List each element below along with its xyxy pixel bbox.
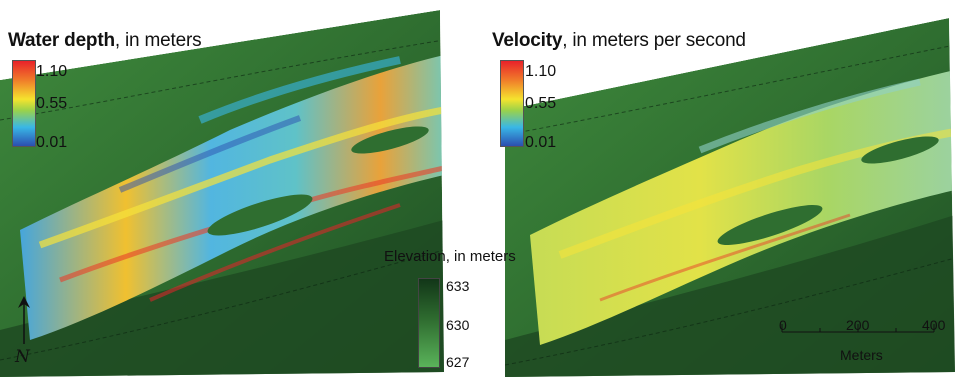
velocity-title-bold: Velocity <box>492 30 563 51</box>
scale-tick-200: 200 <box>846 317 870 333</box>
scale-bar <box>778 318 938 358</box>
elevation-color-ramp <box>418 278 440 368</box>
velocity-title-rest: , in meters per second <box>562 30 746 51</box>
north-arrow-icon <box>18 296 30 344</box>
velocity-tick-mid: 0.55 <box>525 95 557 112</box>
water-depth-tick-low: 0.01 <box>36 134 68 151</box>
velocity-legend-title: Velocity, in meters per second <box>492 30 746 52</box>
water-depth-legend-title: Water depth, in meters <box>8 30 202 52</box>
elevation-tick-high: 633 <box>446 278 470 294</box>
water-depth-map <box>0 10 444 377</box>
velocity-map <box>505 18 955 377</box>
north-arrow: N <box>12 296 36 366</box>
elevation-legend-title: Elevation, in meters <box>384 248 516 265</box>
velocity-color-ramp <box>500 60 524 147</box>
water-depth-tick-high: 1.10 <box>36 63 68 80</box>
scale-bar-graphic <box>781 324 935 333</box>
scale-units: Meters <box>840 347 883 363</box>
elevation-tick-mid: 630 <box>446 317 470 333</box>
elevation-tick-low: 627 <box>446 354 470 370</box>
north-arrow-label: N <box>15 347 30 367</box>
water-depth-tick-mid: 0.55 <box>36 95 68 112</box>
scale-tick-0: 0 <box>779 317 787 333</box>
water-depth-title-bold: Water depth <box>8 30 115 51</box>
water-depth-title-rest: , in meters <box>114 30 202 51</box>
water-depth-color-ramp <box>12 60 36 147</box>
velocity-tick-low: 0.01 <box>525 134 557 151</box>
scale-tick-400: 400 <box>922 317 946 333</box>
velocity-tick-high: 1.10 <box>525 63 557 80</box>
